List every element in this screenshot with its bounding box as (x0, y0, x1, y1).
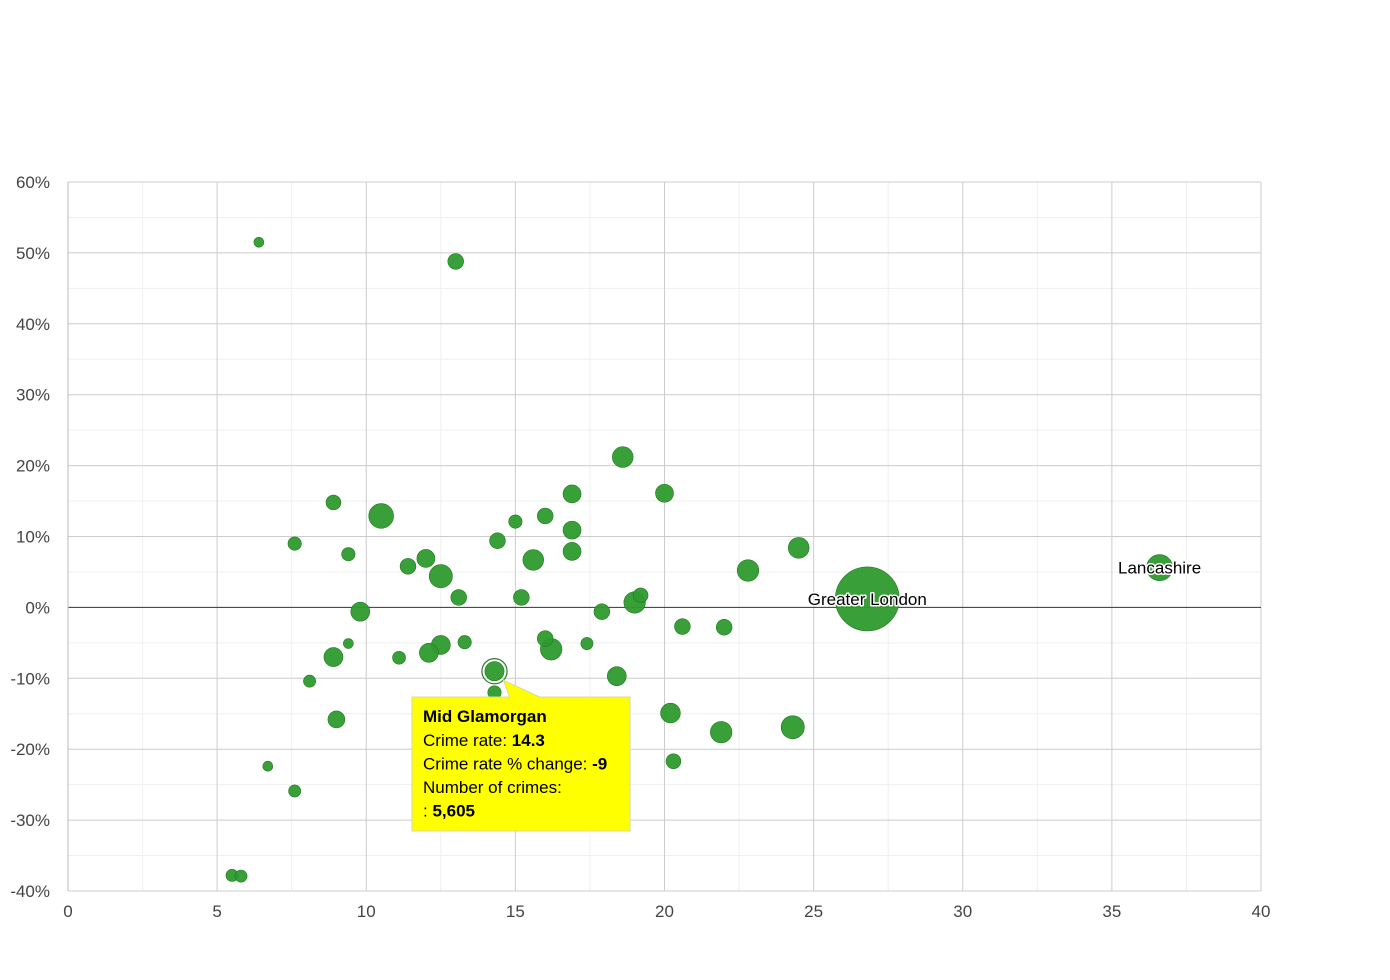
tooltip-title: Mid Glamorgan (423, 707, 547, 726)
data-point (536, 630, 554, 647)
x-tick-label: 35 (1102, 902, 1121, 921)
data-point (392, 650, 406, 665)
data-point (736, 559, 760, 582)
data-point (303, 674, 316, 688)
tooltip-row-label: Crime rate: (423, 731, 512, 750)
data-point (428, 564, 453, 589)
grid (68, 181, 1262, 892)
data-point (522, 549, 544, 571)
data-point (288, 784, 302, 798)
y-tick-label: 60% (16, 173, 50, 192)
point-label: Lancashire (1118, 559, 1201, 578)
tooltip-row-value: 5,605 (432, 802, 475, 821)
data-point (323, 647, 344, 667)
tooltip-row-label: Crime rate % change: (423, 755, 592, 774)
tooltip-row-value: -9 (592, 755, 607, 774)
data-point (484, 661, 505, 682)
tooltip-box (411, 679, 631, 832)
y-tick-label: 50% (16, 244, 50, 263)
y-tick-label: 10% (16, 528, 50, 547)
data-point (341, 547, 356, 562)
data-point (655, 483, 674, 503)
data-point (368, 503, 394, 529)
data-point (710, 721, 733, 744)
y-tick-label: 20% (16, 457, 50, 476)
data-point (580, 637, 594, 650)
data-point (287, 536, 302, 551)
y-tick-label: -20% (10, 740, 50, 759)
x-tick-label: 25 (804, 902, 823, 921)
data-point (457, 635, 472, 650)
data-point (665, 753, 682, 769)
data-point (419, 642, 439, 663)
highlight-ring (481, 658, 508, 685)
data-point (715, 619, 733, 636)
data-point (674, 618, 691, 635)
data-point (513, 589, 530, 606)
data-point (399, 558, 417, 575)
data-point (606, 666, 627, 686)
tooltip-row-value: 14.3 (512, 731, 545, 750)
data-point (632, 587, 649, 604)
data-point (327, 710, 346, 729)
y-tick-label: 0% (25, 598, 50, 617)
x-tick-label: 5 (212, 902, 221, 921)
data-point (562, 520, 582, 540)
x-tick-label: 15 (506, 902, 525, 921)
data-point (450, 589, 467, 606)
data-point (416, 549, 436, 568)
x-tick-label: 10 (357, 902, 376, 921)
data-point (350, 601, 371, 622)
data-point (788, 537, 810, 559)
data-point (562, 484, 582, 504)
y-tick-label: -30% (10, 811, 50, 830)
axes: 0 5 10 15 20 25 30 35 40 60% 50% 40% 30% 20% 10% 0% -10%… (10, 173, 1270, 921)
data-point (489, 532, 506, 549)
data-point (562, 542, 582, 561)
tooltip-row: : 5,605 (423, 802, 475, 821)
y-tick-label: 40% (16, 315, 50, 334)
data-point (447, 253, 464, 270)
tooltip: Mid Glamorgan Crime rate: 14.3 Crime rate … (411, 658, 631, 832)
y-tick-label: 30% (16, 386, 50, 405)
data-point (234, 869, 248, 883)
tooltip-row-label: Number of crimes: (423, 778, 562, 797)
data-point (835, 566, 900, 632)
data-point (612, 446, 634, 468)
x-tick-label: 20 (655, 902, 674, 921)
tooltip-row: Crime rate % change: -9 (423, 755, 607, 774)
y-tick-label: -40% (10, 882, 50, 901)
data-point (593, 603, 611, 620)
point-label: Greater London (808, 590, 927, 609)
data-point (262, 760, 274, 772)
y-tick-label: -10% (10, 669, 50, 688)
data-point (325, 494, 342, 511)
data-points (225, 236, 1173, 883)
x-tick-label: 30 (953, 902, 972, 921)
data-point (780, 715, 805, 740)
data-point (536, 507, 554, 525)
x-tick-label: 0 (63, 902, 72, 921)
tooltip-row: Number of crimes: (423, 778, 562, 797)
point-labels: Lancashire Greater London (806, 557, 1202, 610)
data-point (343, 638, 354, 649)
tooltip-row-label: : (423, 802, 432, 821)
x-tick-label: 40 (1252, 902, 1271, 921)
data-point (1146, 554, 1173, 582)
tooltip-row: Crime rate: 14.3 (423, 731, 545, 750)
data-point (660, 702, 681, 724)
data-point (253, 236, 265, 248)
data-point (508, 514, 523, 529)
